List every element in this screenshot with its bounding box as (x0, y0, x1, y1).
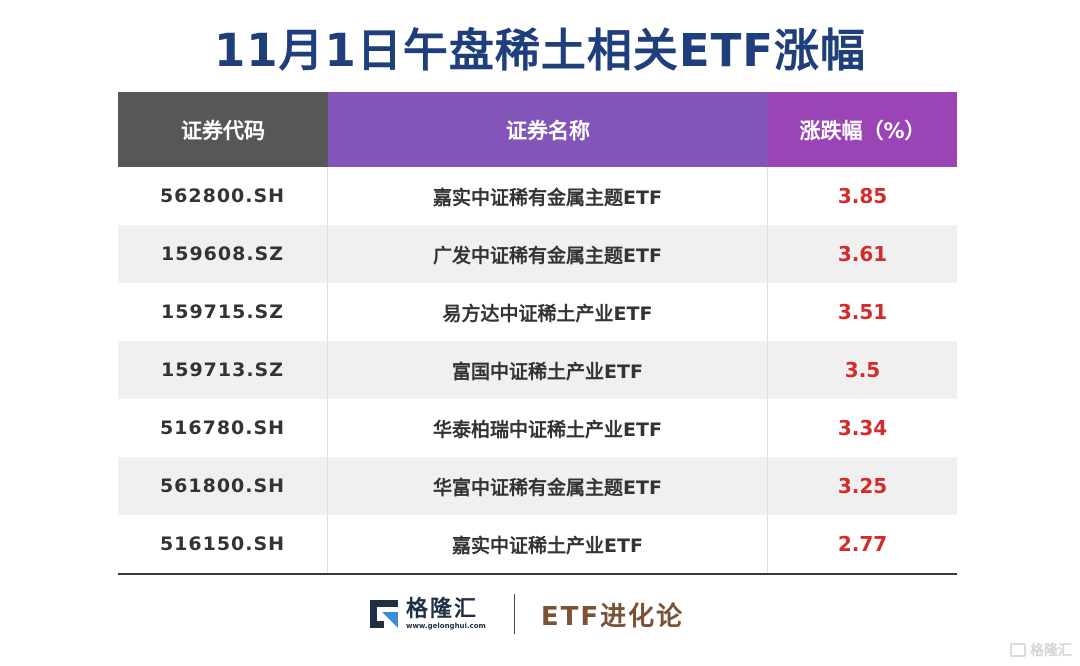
cell-name: 富国中证稀土产业ETF (328, 341, 768, 399)
cell-name: 易方达中证稀土产业ETF (328, 283, 768, 341)
cell-name: 嘉实中证稀有金属主题ETF (328, 167, 768, 225)
page-title: 11月1日午盘稀土相关ETF涨幅 (213, 24, 867, 77)
table-row: 159608.SZ 广发中证稀有金属主题ETF 3.61 (118, 225, 957, 283)
table-row: 516150.SH 嘉实中证稀土产业ETF 2.77 (118, 515, 957, 573)
gelonghui-logo-text: 格隆汇 www.gelonghui.com (406, 596, 486, 631)
cell-name: 华富中证稀有金属主题ETF (328, 457, 768, 515)
cell-change: 3.34 (837, 416, 888, 440)
cell-code: 159608.SZ (118, 225, 328, 283)
cell-name: 广发中证稀有金属主题ETF (328, 225, 768, 283)
cell-change: 3.61 (837, 242, 888, 266)
cell-code: 516780.SH (118, 399, 328, 457)
cell-code: 562800.SH (118, 167, 328, 225)
watermark: 格隆汇 (1010, 640, 1072, 660)
etf-evolution-brand: ETF进化论 (540, 601, 685, 632)
cell-name: 华泰柏瑞中证稀土产业ETF (328, 399, 768, 457)
footer: 格隆汇 www.gelonghui.com ETF进化论 (368, 592, 684, 636)
cell-change: 3.5 (844, 358, 881, 382)
table-row: 561800.SH 华富中证稀有金属主题ETF 3.25 (118, 457, 957, 515)
footer-divider (513, 594, 515, 634)
table-row: 159713.SZ 富国中证稀土产业ETF 3.5 (118, 341, 957, 399)
cell-code: 159713.SZ (118, 341, 328, 399)
cell-change: 3.85 (837, 184, 888, 208)
table-row: 159715.SZ 易方达中证稀土产业ETF 3.51 (118, 283, 957, 341)
watermark-text: 格隆汇 (1030, 643, 1072, 659)
cell-code: 516150.SH (118, 515, 328, 573)
table-row: 516780.SH 华泰柏瑞中证稀土产业ETF 3.34 (118, 399, 957, 457)
table-row: 562800.SH 嘉实中证稀有金属主题ETF 3.85 (118, 167, 957, 225)
logo-name: 格隆汇 (406, 596, 479, 622)
cell-code: 561800.SH (118, 457, 328, 515)
table-header: 证券代码 证券名称 涨跌幅（%） (118, 92, 957, 167)
cell-name: 嘉实中证稀土产业ETF (328, 515, 768, 573)
cell-change: 3.25 (837, 474, 888, 498)
table-bottom-rule (118, 573, 957, 575)
cell-change: 2.77 (837, 532, 888, 556)
header-name: 证券名称 (328, 92, 768, 167)
cell-change: 3.51 (837, 300, 888, 324)
logo-url: www.gelonghui.com (406, 621, 486, 630)
etf-table: 证券代码 证券名称 涨跌幅（%） 562800.SH 嘉实中证稀有金属主题ETF… (118, 92, 957, 575)
gelonghui-logo-icon (368, 598, 400, 630)
watermark-logo-icon (1010, 643, 1026, 657)
cell-code: 159715.SZ (118, 283, 328, 341)
header-code: 证券代码 (118, 92, 328, 167)
header-change: 涨跌幅（%） (768, 92, 957, 167)
